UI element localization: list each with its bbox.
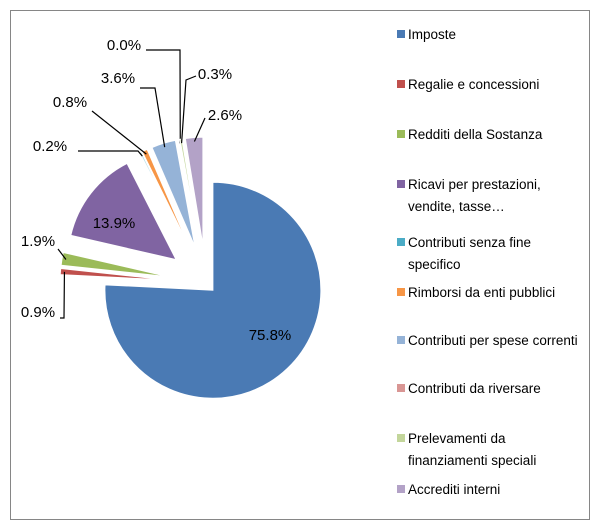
data-label: 0.8% bbox=[53, 94, 87, 111]
legend-label: Prelevamenti da finanziamenti speciali bbox=[408, 431, 537, 468]
legend-label: Rimborsi da enti pubblici bbox=[408, 285, 556, 300]
pie-slice bbox=[184, 136, 204, 246]
data-label: 0.3% bbox=[198, 66, 232, 83]
legend-label: Contributi per spese correnti bbox=[408, 333, 578, 348]
legend-item: Redditi della Sostanza bbox=[397, 124, 587, 146]
legend-swatch bbox=[397, 30, 405, 38]
legend-label: Ricavi per prestazioni, vendite, tasse… bbox=[408, 177, 541, 214]
legend-item: Ricavi per prestazioni, vendite, tasse… bbox=[397, 174, 587, 218]
leader-line bbox=[180, 75, 197, 144]
legend-label: Redditi della Sostanza bbox=[408, 127, 543, 142]
pie-slice bbox=[141, 148, 191, 249]
legend-swatch bbox=[397, 238, 405, 246]
leader-line bbox=[91, 110, 147, 155]
pie-slice bbox=[70, 162, 177, 261]
legend-swatch bbox=[397, 336, 405, 344]
legend-swatch bbox=[397, 80, 405, 88]
pie-slice bbox=[104, 181, 322, 399]
data-label: 0.9% bbox=[21, 304, 55, 321]
legend-item: Rimborsi da enti pubblici bbox=[397, 282, 587, 304]
legend-label: Imposte bbox=[408, 27, 457, 42]
leader-line bbox=[146, 49, 181, 144]
legend-label: Contributi da riversare bbox=[408, 381, 541, 396]
leader-line bbox=[78, 150, 143, 157]
pie-slice bbox=[59, 267, 169, 281]
legend-item: Imposte bbox=[397, 24, 587, 46]
legend-item: Contributi senza fine specifico bbox=[397, 232, 587, 276]
data-label: 3.6% bbox=[101, 70, 135, 87]
legend-label: Contributi senza fine specifico bbox=[408, 235, 532, 272]
legend-item: Prelevamenti da finanziamenti speciali bbox=[397, 428, 587, 472]
legend-item: Regalie e concessioni bbox=[397, 74, 587, 96]
legend-swatch bbox=[397, 485, 405, 493]
data-label: 0.0% bbox=[107, 37, 141, 54]
data-label: 2.6% bbox=[208, 107, 242, 124]
legend-swatch bbox=[397, 434, 405, 442]
data-label: 75.8% bbox=[249, 327, 292, 344]
legend-item: Contributi per spese correnti bbox=[397, 330, 587, 352]
legend-label: Accrediti interni bbox=[408, 482, 501, 497]
legend-swatch bbox=[397, 130, 405, 138]
legend-swatch bbox=[397, 384, 405, 392]
data-label: 1.9% bbox=[21, 233, 55, 250]
pie-slice bbox=[60, 251, 169, 278]
data-label: 0.2% bbox=[33, 138, 67, 155]
leader-line bbox=[57, 248, 67, 260]
legend-swatch bbox=[397, 180, 405, 188]
leader-line bbox=[60, 271, 66, 319]
leader-line bbox=[140, 87, 166, 148]
legend-label: Regalie e concessioni bbox=[408, 77, 540, 92]
legend-item: Contributi da riversare bbox=[397, 378, 587, 400]
data-label: 13.9% bbox=[93, 215, 136, 232]
legend-swatch bbox=[397, 288, 405, 296]
legend-item: Accrediti interni bbox=[397, 479, 587, 501]
leader-line bbox=[193, 117, 206, 142]
